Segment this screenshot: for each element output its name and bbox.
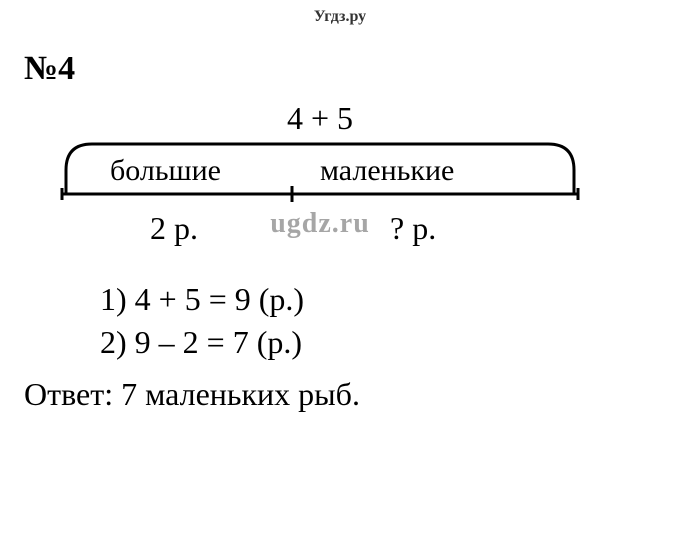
diagram-top-expression: 4 + 5 — [60, 100, 580, 137]
answer-text: Ответ: 7 маленьких рыб. — [24, 376, 360, 412]
site-name: Угдз.ру — [314, 8, 366, 25]
step-2: 2) 9 – 2 = 7 (р.) — [100, 321, 680, 364]
diagram: 4 + 5 большие маленькие 2 р. ? р. ugdz.r… — [60, 100, 580, 260]
below-label-left: 2 р. — [150, 210, 198, 247]
watermark: ugdz.ru — [60, 208, 580, 240]
segment-label-right: маленькие — [320, 154, 454, 188]
step-1: 1) 4 + 5 = 9 (р.) — [100, 278, 680, 321]
answer-line: Ответ: 7 маленьких рыб. — [24, 376, 680, 413]
below-label-right: ? р. — [390, 210, 436, 247]
segment-label-left: большие — [110, 154, 221, 188]
problem-number: №4 — [24, 50, 680, 88]
site-header: Угдз.ру — [0, 0, 680, 26]
solution-steps: 1) 4 + 5 = 9 (р.) 2) 9 – 2 = 7 (р.) — [100, 278, 680, 364]
problem-number-text: №4 — [24, 50, 75, 87]
